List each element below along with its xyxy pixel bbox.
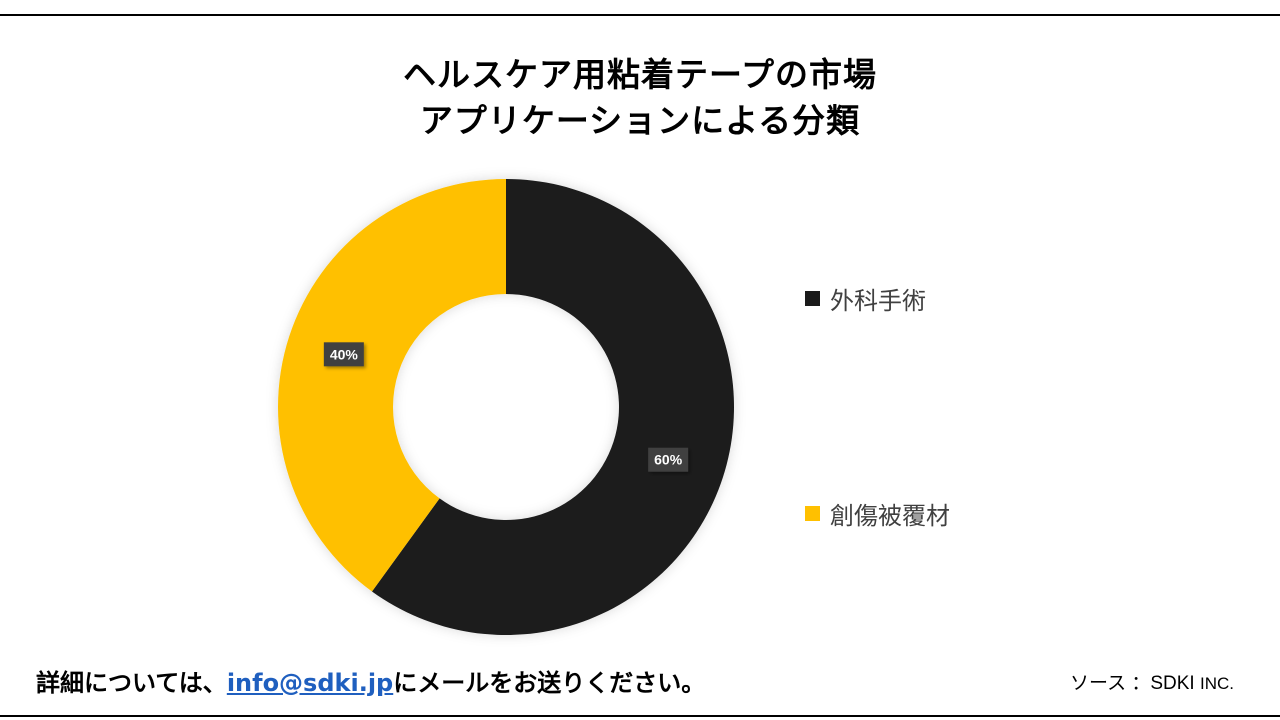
donut-slice-surgery [371, 179, 734, 635]
data-label-box [648, 447, 689, 472]
chart-title: ヘルスケア用粘着テープの市場 アプリケーションによる分類 [0, 52, 1280, 144]
legend-swatch-wound-dressing [805, 506, 820, 521]
source-label: ソース ： [1070, 673, 1151, 694]
legend-item-wound-dressing: 創傷被覆材 [805, 496, 950, 531]
chart-title-line-1: ヘルスケア用粘着テープの市場 [402, 55, 878, 94]
legend-item-surgery: 外科手術 [805, 281, 926, 316]
source-name: SDKI [1150, 673, 1195, 694]
top-rule [0, 14, 1280, 16]
legend-swatch-surgery [805, 291, 820, 306]
chart-title-line-2: アプリケーションによる分類 [419, 101, 861, 140]
donut-slice-wound-dressing [277, 179, 506, 592]
data-label-text: 60% [654, 452, 683, 468]
data-label-box [323, 342, 364, 367]
contact-text-before: 詳細については、 [36, 669, 227, 697]
source-credit: ソース ：SDKI INC. [1070, 668, 1234, 695]
data-label-surgery: 60% [648, 447, 689, 472]
data-label-wound-dressing: 40% [323, 342, 364, 367]
contact-note: 詳細については、info@sdki.jpにメールをお送りください。 [36, 663, 705, 698]
legend-label-surgery: 外科手術 [830, 287, 926, 315]
legend-label-wound-dressing: 創傷被覆材 [830, 502, 950, 530]
contact-text-after: にメールをお送りください。 [393, 669, 706, 697]
data-label-text: 40% [330, 346, 359, 362]
source-suffix: INC. [1200, 674, 1234, 693]
bottom-rule [0, 715, 1280, 717]
email-link[interactable]: info@sdki.jp [226, 669, 394, 697]
